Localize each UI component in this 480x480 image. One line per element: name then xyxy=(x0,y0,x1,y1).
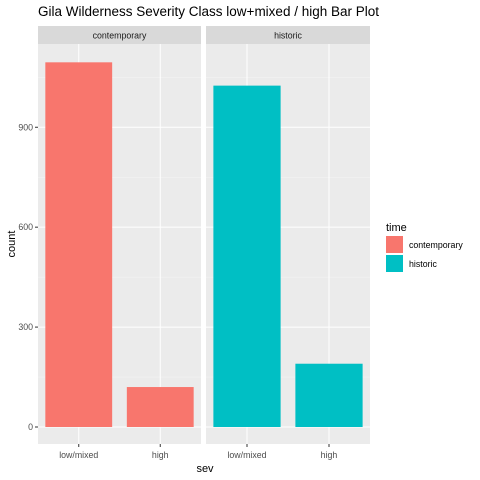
y-tick-label: 300 xyxy=(18,322,33,332)
x-tick-label: low/mixed xyxy=(227,450,266,460)
legend-title: time xyxy=(386,222,407,234)
y-tick-label: 600 xyxy=(18,222,33,232)
x-tick-label: low/mixed xyxy=(59,450,98,460)
facet-strip-label: contemporary xyxy=(93,31,147,41)
facet-strip xyxy=(206,26,370,44)
y-tick-label: 900 xyxy=(18,122,33,132)
facet-contemporary: contemporary low/mixed high xyxy=(38,26,201,460)
facet-historic: historic low/mixed high xyxy=(206,26,370,460)
y-axis-title: count xyxy=(6,231,18,258)
facet-strip xyxy=(38,26,201,44)
y-axis: 0 300 600 900 xyxy=(18,122,38,432)
bar-historic-high xyxy=(295,363,363,427)
x-axis-title: sev xyxy=(196,463,214,475)
bar-contemporary-high xyxy=(126,387,194,427)
x-tick-label: high xyxy=(321,450,338,460)
legend-label-contemporary: contemporary xyxy=(409,240,463,250)
chart-title: Gila Wilderness Severity Class low+mixed… xyxy=(38,4,379,19)
y-tick-label: 0 xyxy=(28,422,33,432)
facet-panels: contemporary low/mixed high historic low/mix… xyxy=(38,26,370,460)
legend-label-historic: historic xyxy=(409,259,437,269)
legend-key-contemporary xyxy=(386,236,403,253)
legend: time contemporary historic xyxy=(386,222,463,272)
bar-historic-low/mixed xyxy=(213,85,281,427)
facet-strip-label: historic xyxy=(274,31,302,41)
x-tick-label: high xyxy=(152,450,169,460)
bar-contemporary-low/mixed xyxy=(45,62,113,428)
legend-key-historic xyxy=(386,255,403,272)
